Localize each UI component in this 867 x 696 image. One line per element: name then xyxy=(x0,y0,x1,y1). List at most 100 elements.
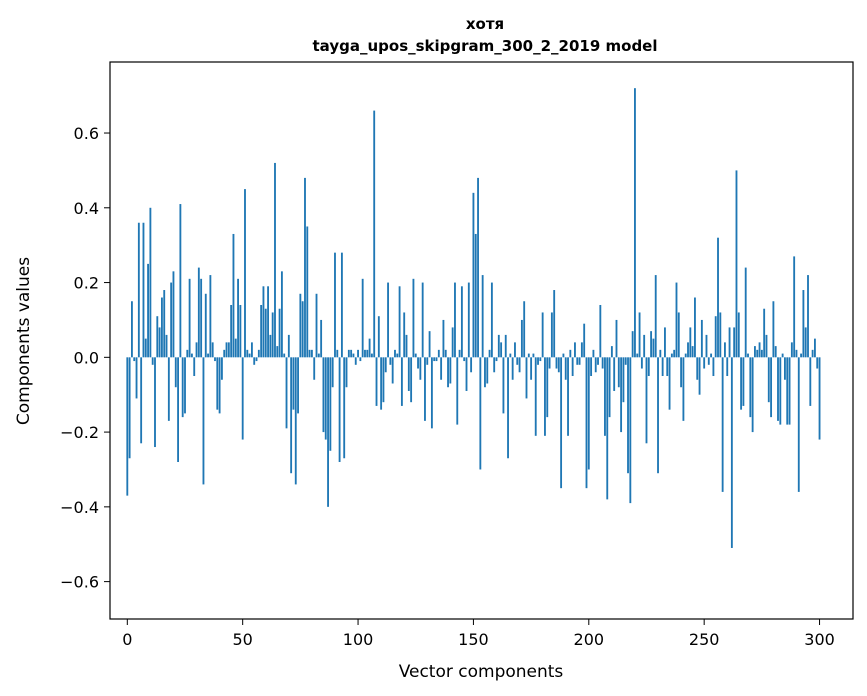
bar-90 xyxy=(334,252,336,358)
bar-97 xyxy=(350,349,353,358)
bar-60 xyxy=(264,308,267,358)
bar-56 xyxy=(255,357,258,362)
bar-35 xyxy=(207,353,209,358)
bar-230 xyxy=(657,357,659,474)
bar-192 xyxy=(569,349,572,358)
bar-16 xyxy=(163,290,166,358)
y-tick-label: 0.6 xyxy=(74,124,99,143)
bar-51 xyxy=(244,189,246,358)
bar-212 xyxy=(615,319,618,358)
bar-83 xyxy=(317,353,320,358)
bar-257 xyxy=(719,312,722,358)
bar-70 xyxy=(287,334,290,358)
bar-80 xyxy=(310,349,313,358)
bars-group xyxy=(126,88,821,548)
bar-278 xyxy=(767,357,770,403)
bar-64 xyxy=(274,162,276,358)
bar-187 xyxy=(557,357,560,373)
bar-201 xyxy=(590,357,593,377)
bar-287 xyxy=(788,357,791,425)
bar-242 xyxy=(684,353,687,358)
bar-45 xyxy=(230,304,233,358)
bar-15 xyxy=(160,297,163,358)
bar-203 xyxy=(594,357,597,373)
bar-55 xyxy=(253,357,256,365)
bar-238 xyxy=(675,282,678,358)
bar-148 xyxy=(467,282,470,358)
bar-134 xyxy=(435,357,438,362)
bar-12 xyxy=(154,357,156,448)
bar-248 xyxy=(698,357,701,395)
bar-160 xyxy=(495,357,498,362)
bar-129 xyxy=(424,357,426,421)
bar-98 xyxy=(352,353,355,358)
bar-208 xyxy=(606,357,609,500)
bar-285 xyxy=(784,357,786,380)
bar-37 xyxy=(211,342,214,358)
bar-289 xyxy=(793,256,796,358)
bar-184 xyxy=(550,312,553,358)
bar-53 xyxy=(248,353,251,358)
bar-243 xyxy=(687,342,689,358)
bar-167 xyxy=(511,357,514,380)
bar-270 xyxy=(749,357,752,418)
bar-294 xyxy=(804,327,807,358)
bar-39 xyxy=(216,357,219,410)
bar-255 xyxy=(714,316,717,358)
bar-271 xyxy=(751,357,754,433)
bar-273 xyxy=(756,349,759,358)
bar-50 xyxy=(241,357,244,440)
bar-95 xyxy=(345,357,348,388)
bar-119 xyxy=(400,357,403,406)
bar-158 xyxy=(490,282,493,358)
bar-136 xyxy=(440,357,443,380)
bar-142 xyxy=(454,282,456,358)
bar-68 xyxy=(283,353,286,358)
chart-subtitle: tayga_upos_skipgram_300_2_2019 model xyxy=(313,37,658,55)
bar-300 xyxy=(818,357,821,440)
bar-191 xyxy=(567,357,569,436)
bar-227 xyxy=(650,331,653,358)
bar-1 xyxy=(128,357,131,459)
bar-190 xyxy=(564,357,567,380)
bar-73 xyxy=(294,357,297,485)
bar-6 xyxy=(140,357,143,444)
y-tick-label: −0.4 xyxy=(60,498,99,517)
bar-146 xyxy=(463,357,466,362)
bar-169 xyxy=(516,357,519,365)
bar-116 xyxy=(394,349,396,358)
bar-46 xyxy=(232,233,235,358)
bar-103 xyxy=(364,349,366,358)
bar-5 xyxy=(137,222,140,358)
x-tick-label: 0 xyxy=(122,630,132,649)
bar-265 xyxy=(737,312,740,358)
bar-178 xyxy=(537,357,539,365)
bar-231 xyxy=(659,349,662,358)
bar-217 xyxy=(627,357,629,474)
bar-71 xyxy=(290,357,293,474)
bar-218 xyxy=(629,357,632,504)
bar-28 xyxy=(190,353,193,358)
bar-279 xyxy=(770,357,773,418)
bar-216 xyxy=(624,357,627,365)
bar-236 xyxy=(670,353,673,358)
bar-130 xyxy=(426,357,429,365)
bar-197 xyxy=(580,342,583,358)
bar-226 xyxy=(647,357,650,377)
bar-172 xyxy=(523,301,526,358)
bar-13 xyxy=(156,316,159,358)
bar-120 xyxy=(403,312,406,358)
bar-261 xyxy=(728,327,731,358)
bar-74 xyxy=(297,357,299,414)
bar-113 xyxy=(387,282,389,358)
bar-147 xyxy=(465,357,468,391)
bar-32 xyxy=(200,278,203,358)
bar-33 xyxy=(202,357,205,485)
x-tick-label: 250 xyxy=(689,630,720,649)
bar-30 xyxy=(195,342,198,358)
bar-25 xyxy=(184,357,186,414)
bar-4 xyxy=(135,357,138,399)
bar-221 xyxy=(636,353,639,358)
bar-111 xyxy=(382,357,385,403)
bar-115 xyxy=(391,357,394,384)
